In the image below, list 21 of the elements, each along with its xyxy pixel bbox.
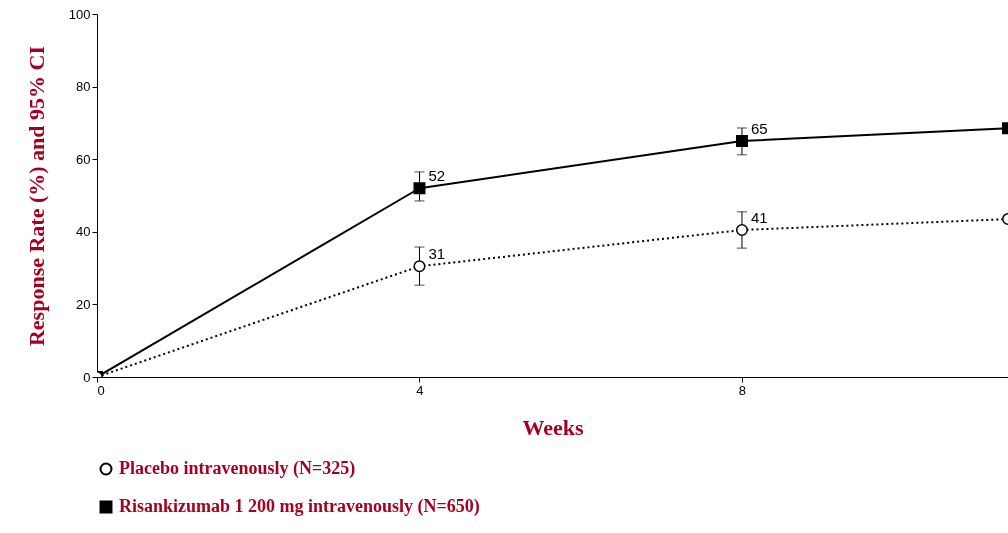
data-label: 41	[750, 208, 768, 226]
point	[413, 260, 426, 273]
point	[735, 135, 748, 148]
y-tick-label: 80	[76, 79, 91, 95]
y-axis-title: Response Rate (%) and 95% CI	[23, 45, 49, 347]
y-tick-label: 40	[76, 224, 91, 240]
data-label: 31	[428, 245, 446, 263]
data-label: 65	[750, 120, 768, 138]
y-tick-label: 60	[76, 151, 91, 167]
legend-label: Risankizumab 1 200 mg intravenously (N=650)	[119, 496, 480, 517]
x-tick-label: 0	[97, 382, 105, 398]
legend-label: Placebo intravenously (N=325)	[119, 458, 356, 479]
point	[413, 182, 426, 195]
y-tick-label: 0	[83, 369, 91, 385]
y-tick-label: 100	[68, 6, 91, 22]
y-tick-label: 20	[76, 296, 91, 312]
x-axis-title: Weeks	[522, 414, 584, 440]
x-tick-label: 8	[738, 382, 747, 398]
x-tick-label: 4	[416, 382, 424, 398]
point	[735, 224, 748, 236]
data-label: 52	[428, 167, 446, 185]
